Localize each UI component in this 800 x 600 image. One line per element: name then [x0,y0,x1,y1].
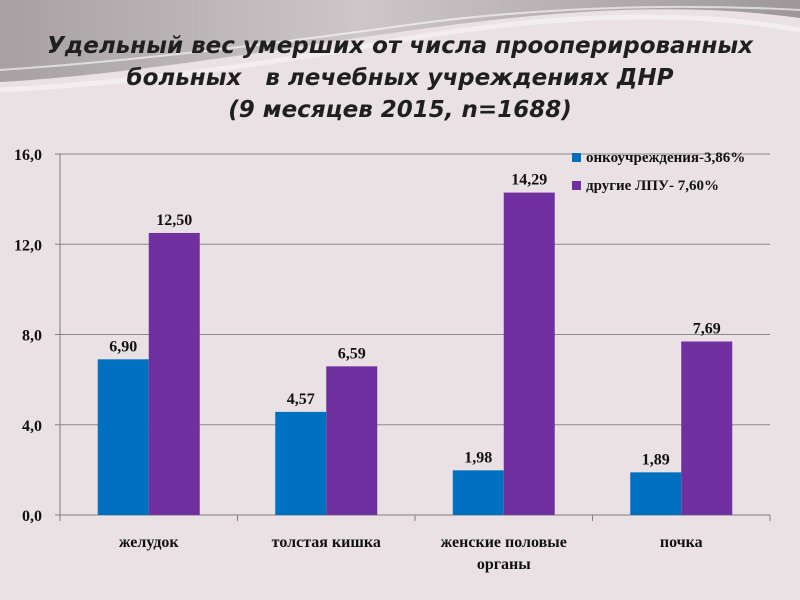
bar [630,472,682,515]
x-tick-label: толстая кишка [272,534,381,551]
bar [452,470,504,515]
x-tick-label: желудок [119,534,180,551]
bar [681,341,733,515]
legend-label: другие ЛПУ- 7,60% [586,178,719,194]
legend-swatch [572,153,581,162]
data-label: 14,29 [511,172,547,189]
y-tick-label: 8,0 [22,328,42,345]
x-tick-label: женские половые [441,534,567,551]
data-label: 4,57 [287,391,315,408]
background-decoration [0,0,800,93]
y-tick-label: 12,0 [14,237,42,254]
data-label: 6,59 [338,345,366,362]
bar [275,411,327,515]
x-tick-label: органы [477,556,531,573]
data-label: 12,50 [156,212,192,229]
chart-title-line-1: Удельный вес умерших от числа проопериро… [47,33,753,59]
data-label: 7,69 [693,320,721,337]
bar [97,359,149,515]
chart-title: Удельный вес умерших от числа проопериро… [0,30,800,126]
chart-title-line-3: (9 месяцев 2015, n=1688) [228,97,572,123]
chart-title-line-2: больных в лечебных учреждениях ДНР [126,65,674,91]
y-tick-label: 0,0 [22,508,42,525]
data-label: 1,98 [464,449,492,466]
legend-swatch [572,181,581,190]
data-label: 6,90 [109,338,137,355]
bar [503,192,555,515]
y-tick-label: 16,0 [14,147,42,164]
bar [148,232,200,515]
data-label: 1,89 [642,451,670,468]
x-tick-label: почка [660,534,703,551]
y-tick-label: 4,0 [22,418,42,435]
bar [326,366,378,515]
legend-label: онкоучреждения-3,86% [586,150,745,166]
